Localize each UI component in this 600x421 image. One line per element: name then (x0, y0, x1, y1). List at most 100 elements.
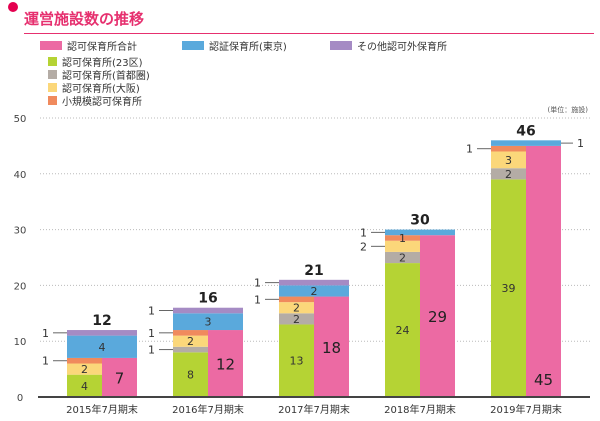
grand-total-label: 16 (198, 291, 217, 307)
data-label: 1 (399, 232, 406, 245)
data-label: 39 (502, 282, 516, 295)
data-label: 1 (254, 277, 261, 290)
bar-segment (491, 151, 526, 169)
data-label: 8 (187, 369, 194, 382)
legend-swatch (48, 57, 57, 66)
bar-segment (385, 229, 455, 236)
bar-total (102, 357, 137, 397)
legend-item-23ku: 認可保育所(23区) (48, 54, 143, 69)
data-label: 2 (360, 240, 367, 253)
legend-label: 認証保育所(東京) (209, 42, 287, 53)
legend-label: 小規模認可保育所 (62, 97, 142, 108)
legend-label: その他認可外保育所 (357, 42, 447, 53)
chart-title: 運営施設数の推移 (24, 10, 145, 28)
grand-total-label: 30 (410, 213, 430, 229)
data-label: 3 (505, 154, 512, 167)
y-tick-label: 40 (14, 170, 27, 181)
legend-item-ninsho: 認証保育所(東京) (182, 38, 287, 53)
bar-total (526, 145, 561, 397)
x-tick-label: 2019年7月期末 (490, 403, 562, 416)
y-tick-label: 10 (14, 337, 27, 348)
legend-item-total: 認可保育所合計 (40, 38, 137, 53)
data-label: 2 (293, 313, 300, 326)
bar-total (314, 296, 349, 397)
data-label: 1 (42, 355, 49, 368)
data-label: 2 (187, 335, 194, 348)
legend-swatch (182, 41, 204, 50)
legend-swatch (330, 41, 352, 50)
data-label: 1 (148, 305, 155, 318)
y-tick-label: 0 (17, 393, 23, 404)
bar-segment (279, 279, 349, 286)
data-label: 2 (505, 168, 512, 181)
total-bar-label: 29 (428, 308, 447, 326)
data-label: 2 (311, 285, 318, 298)
data-label: 13 (290, 355, 304, 368)
title-underline (24, 33, 594, 34)
y-tick-label: 30 (14, 226, 27, 237)
legend-label: 認可保育所(首都圏) (62, 71, 150, 82)
total-bar-label: 7 (115, 369, 125, 387)
legend-label: 認可保育所合計 (67, 42, 137, 53)
bar-segment (173, 352, 208, 397)
x-tick-label: 2018年7月期末 (384, 403, 456, 416)
legend-label: 認可保育所(大阪) (62, 84, 140, 95)
bar-segment (67, 330, 137, 336)
bar-segment (173, 313, 243, 331)
bar-segment (279, 285, 349, 297)
bar-segment (67, 357, 102, 364)
bar-segment (279, 302, 314, 314)
total-bar-label: 45 (534, 371, 553, 389)
data-label: 1 (360, 226, 367, 239)
bar-segment (491, 179, 526, 397)
bar-segment (491, 145, 526, 152)
legend-label: 認可保育所(23区) (62, 58, 143, 69)
bar-segment (67, 335, 137, 358)
y-tick-label: 20 (14, 281, 27, 292)
x-tick-label: 2016年7月期末 (172, 403, 244, 416)
legend-item-other: その他認可外保育所 (330, 38, 447, 53)
data-label: 1 (466, 143, 473, 156)
x-tick-label: 2015年7月期末 (66, 403, 138, 416)
bar-segment (279, 313, 314, 325)
bar-segment (67, 363, 102, 375)
data-label: 1 (42, 327, 49, 340)
data-label: 4 (81, 380, 88, 393)
bar-total (208, 330, 243, 397)
bar-segment (173, 335, 208, 347)
data-label: 2 (81, 363, 88, 376)
legend-item-small: 小規模認可保育所 (48, 93, 142, 108)
grand-total-label: 21 (304, 263, 323, 279)
legend-swatch (48, 83, 57, 92)
bar-segment (279, 296, 314, 303)
unit-label: (単位：施設) (547, 106, 588, 114)
x-tick-label: 2017年7月期末 (278, 403, 350, 416)
legend-swatch (48, 70, 57, 79)
data-label: 3 (205, 316, 212, 329)
bar-segment (173, 330, 208, 336)
bar-segment (385, 263, 420, 397)
bar-segment (385, 235, 420, 241)
data-label: 1 (254, 293, 261, 306)
bar-total (420, 235, 455, 397)
bar-segment (491, 168, 526, 180)
legend-swatch (40, 41, 62, 50)
data-label: 2 (399, 252, 406, 265)
bar-segment (173, 307, 243, 314)
grand-total-label: 12 (92, 313, 111, 329)
y-tick-label: 50 (14, 114, 27, 125)
legend-swatch (48, 96, 57, 105)
data-label: 24 (396, 324, 410, 337)
bar-segment (385, 240, 420, 252)
data-label: 1 (148, 327, 155, 340)
total-bar-label: 18 (322, 339, 341, 357)
bar-segment (279, 324, 314, 397)
data-label: 1 (577, 137, 584, 150)
legend-item-osaka: 認可保育所(大阪) (48, 80, 140, 95)
data-label: 2 (293, 302, 300, 315)
data-label: 4 (99, 341, 106, 354)
legend-item-shutoken: 認可保育所(首都圏) (48, 67, 150, 82)
bar-segment (385, 251, 420, 264)
